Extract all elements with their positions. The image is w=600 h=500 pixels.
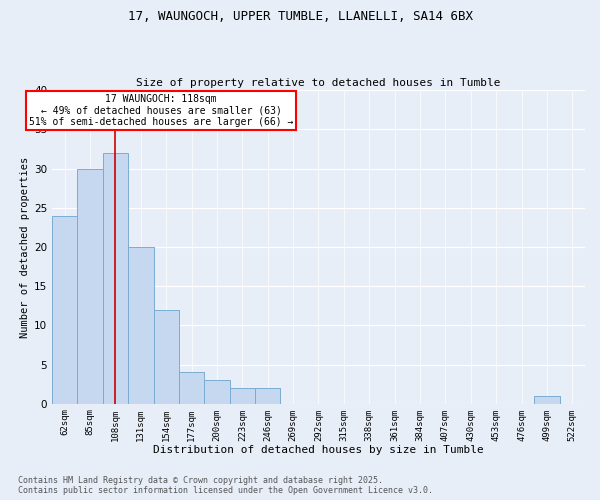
Bar bbox=[204, 380, 230, 404]
Bar bbox=[77, 168, 103, 404]
Bar bbox=[534, 396, 560, 404]
X-axis label: Distribution of detached houses by size in Tumble: Distribution of detached houses by size … bbox=[153, 445, 484, 455]
Text: 17 WAUNGOCH: 118sqm
← 49% of detached houses are smaller (63)
51% of semi-detach: 17 WAUNGOCH: 118sqm ← 49% of detached ho… bbox=[29, 94, 293, 128]
Bar bbox=[128, 247, 154, 404]
Bar bbox=[52, 216, 77, 404]
Bar bbox=[255, 388, 280, 404]
Bar bbox=[179, 372, 204, 404]
Bar bbox=[230, 388, 255, 404]
Bar bbox=[154, 310, 179, 404]
Text: Contains HM Land Registry data © Crown copyright and database right 2025.
Contai: Contains HM Land Registry data © Crown c… bbox=[18, 476, 433, 495]
Title: Size of property relative to detached houses in Tumble: Size of property relative to detached ho… bbox=[136, 78, 501, 88]
Text: 17, WAUNGOCH, UPPER TUMBLE, LLANELLI, SA14 6BX: 17, WAUNGOCH, UPPER TUMBLE, LLANELLI, SA… bbox=[128, 10, 473, 23]
Bar bbox=[103, 153, 128, 404]
Y-axis label: Number of detached properties: Number of detached properties bbox=[20, 156, 29, 338]
